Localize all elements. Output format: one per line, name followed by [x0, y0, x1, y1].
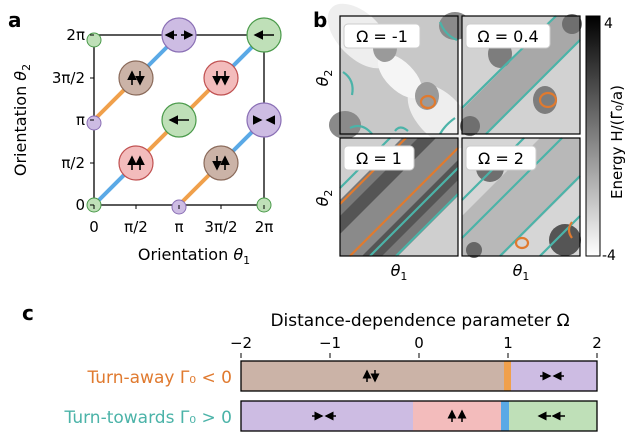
ylabel-symbol: θ — [313, 196, 332, 206]
xtick: π — [174, 218, 183, 236]
title-omega-1: Ω = 1 — [356, 149, 402, 168]
title-omega-neg1: Ω = -1 — [356, 27, 408, 46]
colorbar — [585, 15, 601, 257]
colorbar-label: Energy H/(Γ̃₀/a) — [608, 85, 626, 199]
panel-b-ylabel-bottom: θ2 — [313, 190, 335, 207]
ylabel-symbol: θ — [313, 76, 332, 86]
xlabel-text: Orientation — [138, 245, 233, 264]
panel-a-ylabel: Orientation θ2 — [11, 64, 33, 176]
panel-a-xlabel: Orientation θ1 — [138, 245, 250, 267]
xtick: 3π/2 — [204, 218, 237, 236]
ylabel-symbol: θ — [11, 71, 30, 81]
xlabel-sub: 1 — [243, 254, 250, 267]
tick: 0 — [414, 334, 424, 352]
tick: −2 — [230, 334, 252, 352]
xtick: π/2 — [124, 218, 148, 236]
panel-b-xlabel-left: θ1 — [391, 261, 408, 283]
ylabel-sub: 2 — [20, 64, 33, 71]
xlabel-symbol: θ — [513, 261, 523, 280]
colorbar-max: 4 — [604, 16, 613, 32]
panel-a-arrows — [127, 30, 275, 171]
title-omega-2: Ω = 2 — [478, 149, 524, 168]
xtick: 2π — [255, 218, 274, 236]
panel-a-yticks: 2π 3π/2 π π/2 0 — [52, 26, 85, 214]
panel-c-row-turn-towards — [240, 400, 598, 432]
xlabel-symbol: θ — [233, 245, 243, 264]
tick: 1 — [503, 334, 513, 352]
xlabel-symbol: θ — [391, 261, 401, 280]
panel-b-ylabel-top: θ2 — [313, 70, 335, 87]
ylabel-sub: 2 — [322, 70, 335, 77]
ytick: π — [76, 111, 85, 129]
title-omega-0.4: Ω = 0.4 — [477, 27, 538, 46]
tick: 2 — [592, 334, 602, 352]
panel-b-titles: Ω = -1 Ω = 0.4 Ω = 1 Ω = 2 — [343, 23, 551, 171]
panel-a-label: a — [8, 8, 22, 32]
panel-c-label: c — [22, 301, 34, 325]
panel-b-tile-borders — [339, 15, 581, 257]
row-label-turn-towards: Turn-towards Γ₀ > 0 — [64, 408, 232, 428]
panel-a-tickmarks — [90, 34, 265, 209]
panel-c-ticks: −2 −1 0 1 2 — [230, 334, 602, 352]
panel-a-xticks: 0 π/2 π 3π/2 2π — [89, 218, 273, 236]
ytick: 2π — [66, 26, 85, 44]
panel-b-xlabel-right: θ1 — [513, 261, 530, 283]
xlabel-sub: 1 — [522, 270, 529, 283]
panel-b-label: b — [313, 8, 327, 32]
row-label-turn-away: Turn-away Γ₀ < 0 — [86, 368, 232, 388]
ylabel-sub: 2 — [322, 190, 335, 197]
colorbar-min: -4 — [602, 248, 616, 264]
ytick: 3π/2 — [52, 69, 85, 87]
ytick: π/2 — [61, 154, 85, 172]
ylabel-text: Orientation — [11, 81, 30, 176]
panel-c-row-turn-away — [240, 360, 598, 392]
panel-c-title: Distance-dependence parameter Ω — [270, 311, 569, 331]
tick: −1 — [319, 334, 341, 352]
xtick: 0 — [89, 218, 99, 236]
panel-c-tickmarks — [240, 353, 598, 358]
ytick: 0 — [75, 196, 85, 214]
xlabel-sub: 1 — [400, 270, 407, 283]
